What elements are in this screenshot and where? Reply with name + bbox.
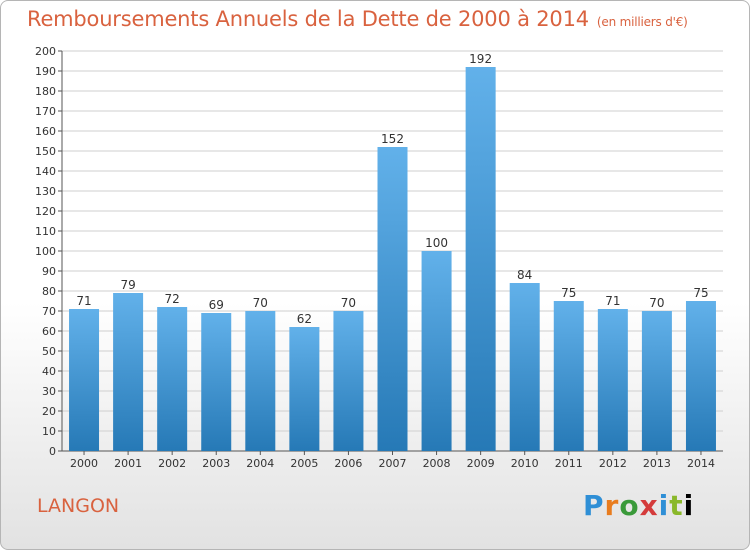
location-label: LANGON [37, 495, 120, 517]
x-tick-label-2004: 2004 [246, 457, 274, 470]
bar-2000 [69, 309, 100, 451]
data-labels: 71 79 72 69 70 62 70 152 100 192 84 75 71 70 75 [76, 52, 708, 326]
x-tick-label-2013: 2013 [643, 457, 671, 470]
bar-2006 [333, 311, 364, 451]
x-tick-label-2002: 2002 [158, 457, 186, 470]
x-tick-label-2000: 2000 [70, 457, 98, 470]
data-label-2005: 62 [297, 312, 312, 326]
y-tick-label: 30 [42, 385, 56, 398]
y-tick-label: 10 [42, 425, 56, 438]
data-label-2007: 152 [381, 132, 404, 146]
y-tick-label: 170 [35, 105, 56, 118]
x-tick-label-2012: 2012 [599, 457, 627, 470]
bar-2012 [597, 309, 628, 451]
x-tick-label-2005: 2005 [290, 457, 318, 470]
bars [69, 67, 716, 451]
data-label-2006: 70 [341, 296, 356, 310]
bar-2008 [421, 251, 452, 451]
chart-title: Remboursements Annuels de la Dette de 20… [27, 7, 688, 31]
y-tick-label: 160 [35, 125, 56, 138]
bar-2004 [245, 311, 276, 451]
y-tick-label: 130 [35, 185, 56, 198]
x-tick-label-2001: 2001 [114, 457, 142, 470]
bar-2007 [377, 147, 408, 451]
data-label-2013: 70 [649, 296, 664, 310]
data-label-2000: 71 [76, 294, 91, 308]
bar-2001 [113, 293, 144, 451]
data-label-2004: 70 [253, 296, 268, 310]
y-tick-label: 40 [42, 365, 56, 378]
y-tick-label: 110 [35, 225, 56, 238]
axes: 0 10 20 30 40 50 60 70 80 90 100 110 120 130 140 150 160… [35, 45, 723, 470]
x-tick-label-2011: 2011 [555, 457, 583, 470]
chart-title-text: Remboursements Annuels de la Dette de 20… [27, 7, 589, 31]
y-tick-label: 80 [42, 285, 56, 298]
chart-unit: (en milliers d'€) [596, 15, 688, 29]
bar-2014 [685, 301, 716, 451]
x-tick-label-2003: 2003 [202, 457, 230, 470]
y-tick-label: 60 [42, 325, 56, 338]
x-tick-label-2010: 2010 [511, 457, 539, 470]
y-tick-label: 180 [35, 85, 56, 98]
x-tick-label-2007: 2007 [379, 457, 407, 470]
y-tick-label: 0 [49, 445, 56, 458]
y-tick-label: 150 [35, 145, 56, 158]
data-label-2001: 79 [120, 278, 135, 292]
bar-2005 [289, 327, 320, 451]
y-tick-label: 120 [35, 205, 56, 218]
y-tick-label: 50 [42, 345, 56, 358]
data-label-2009: 192 [469, 52, 492, 66]
data-label-2008: 100 [425, 236, 448, 250]
y-tick-label: 100 [35, 245, 56, 258]
x-tick-label-2008: 2008 [423, 457, 451, 470]
y-tick-label: 200 [35, 45, 56, 58]
data-label-2010: 84 [517, 268, 532, 282]
bar-2011 [553, 301, 584, 451]
y-tick-label: 90 [42, 265, 56, 278]
x-tick-label-2009: 2009 [467, 457, 495, 470]
y-tick-label: 140 [35, 165, 56, 178]
x-tick-label-2006: 2006 [334, 457, 362, 470]
data-label-2002: 72 [165, 292, 180, 306]
bar-2013 [641, 311, 672, 451]
data-label-2012: 71 [605, 294, 620, 308]
bar-2003 [201, 313, 232, 451]
y-tick-label: 20 [42, 405, 56, 418]
y-tick-label: 190 [35, 65, 56, 78]
bar-2009 [465, 67, 496, 451]
x-tick-label-2014: 2014 [687, 457, 715, 470]
data-label-2014: 75 [693, 286, 708, 300]
y-tick-label: 70 [42, 305, 56, 318]
data-label-2011: 75 [561, 286, 576, 300]
proxiti-logo: Proxiti [583, 489, 695, 522]
bar-2002 [157, 307, 188, 451]
bar-2010 [509, 283, 540, 451]
data-label-2003: 69 [209, 298, 224, 312]
